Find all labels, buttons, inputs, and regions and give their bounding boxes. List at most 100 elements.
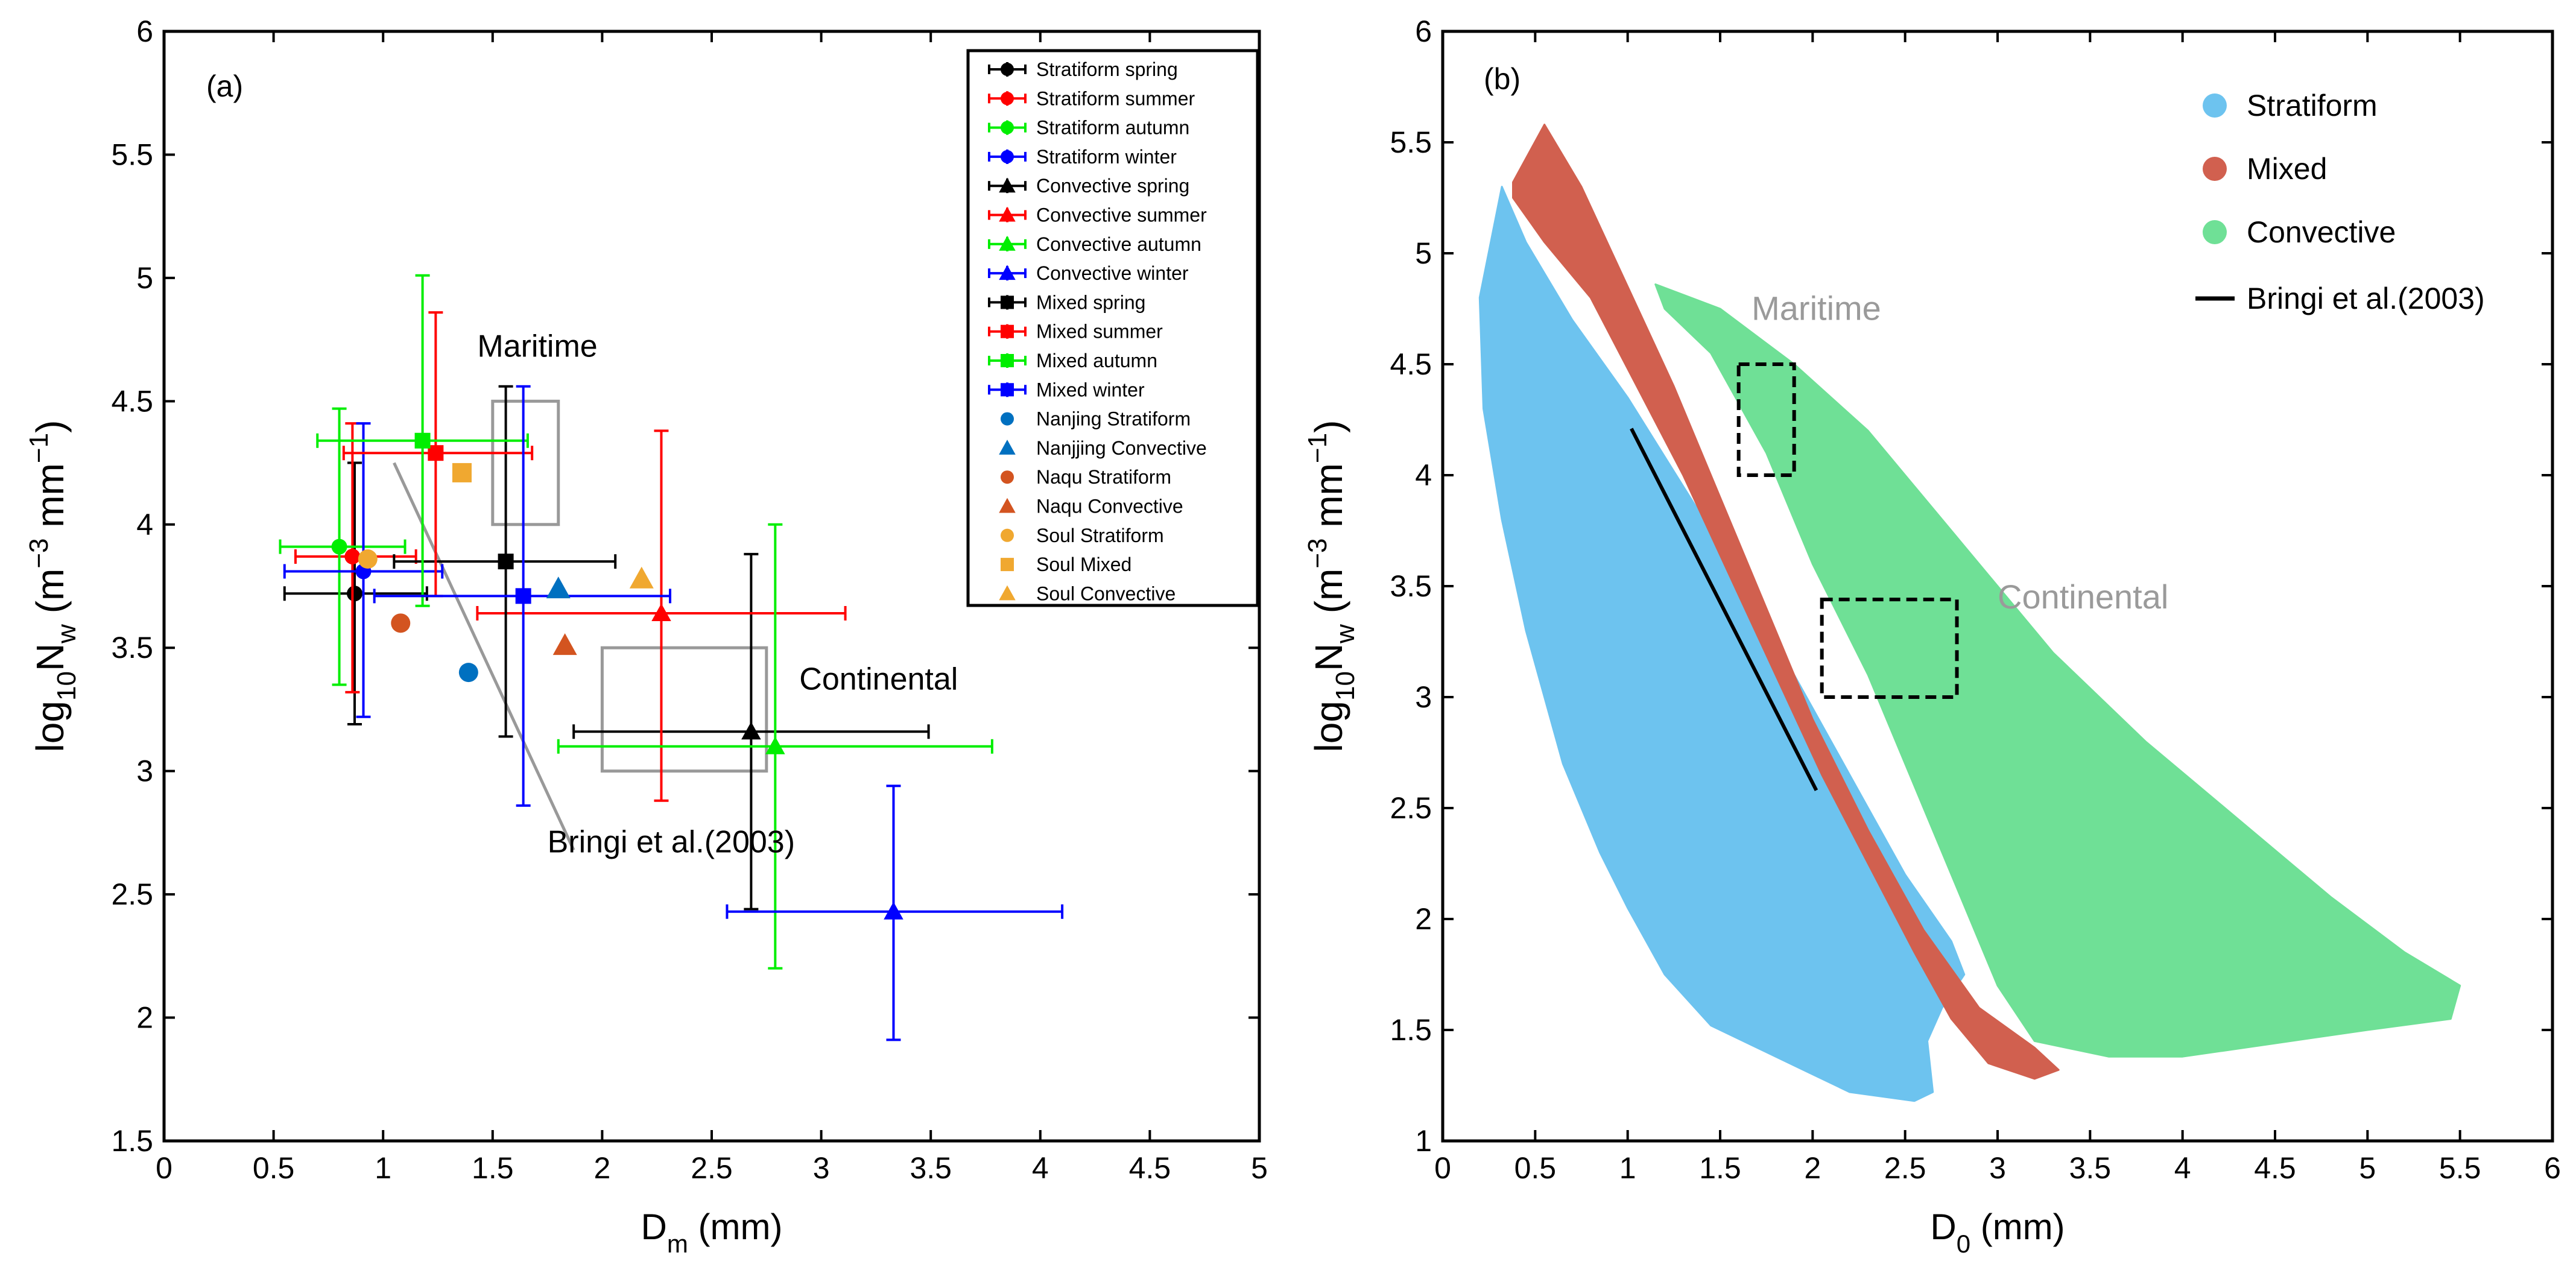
legend-b: Stratiform Mixed Convective Bringi et al… — [2195, 89, 2485, 315]
b-ytick-label: 4.5 — [1390, 347, 1432, 381]
series-convective-autumn — [557, 523, 993, 970]
data-point — [452, 463, 472, 482]
panel-b: Maritime Continental 0 0.5 1 1.5 2 2.5 3 3.5 4 4.5… — [1303, 14, 2561, 1258]
annotation-continental: Continental — [799, 662, 958, 697]
legend-entry: Nanjing Stratiform — [1001, 408, 1191, 430]
a-xtick-label: 3 — [813, 1151, 830, 1185]
legend-box-a — [966, 49, 1259, 607]
legend-label: Stratiform spring — [1036, 58, 1178, 80]
legend-marker — [999, 585, 1016, 601]
legend-marker — [1001, 528, 1014, 542]
annotation-maritime: Maritime — [477, 329, 597, 364]
b-ytick-label: 5 — [1415, 236, 1432, 270]
legend-marker — [1001, 92, 1014, 106]
region-boxes-b — [1736, 362, 1959, 700]
legend-entry: Mixed winter — [988, 379, 1145, 400]
legend-label: Stratiform autumn — [1036, 117, 1189, 139]
legend-marker — [1001, 63, 1014, 76]
legend-marker — [1001, 324, 1014, 338]
panel-a: (a) 0 0.5 1 1.5 2 2.5 3 3.5 4 4.5 5 1.5 2 2.5 3 3.5 4 4.… — [24, 14, 1268, 1258]
b-ytick-label: 1 — [1415, 1124, 1432, 1158]
x-axis-ticks-b: 0 0.5 1 1.5 2 2.5 3 3.5 4 4.5 5 5.5 6 — [1434, 31, 2561, 1185]
legend-entry: Mixed autumn — [988, 350, 1157, 371]
data-point — [346, 586, 362, 602]
legend-marker — [1001, 558, 1014, 572]
annotation-bringi-et-al-2003-: Bringi et al.(2003) — [548, 825, 795, 860]
legend-label: Nanjing Stratiform — [1036, 408, 1191, 430]
series-a — [279, 274, 1064, 1041]
legend-label: Convective autumn — [1036, 233, 1201, 255]
legend-label: Mixed winter — [1036, 379, 1145, 400]
a-ytick-label: 4 — [136, 508, 153, 542]
legend-marker — [1001, 295, 1014, 309]
bringi-line — [393, 462, 575, 851]
a-ytick-label: 3.5 — [111, 631, 153, 665]
legend-label-convective: Convective — [2247, 215, 2396, 249]
data-point — [546, 576, 571, 599]
b-xtick-label: 5 — [2359, 1151, 2376, 1185]
a-xtick-label: 5 — [1251, 1151, 1268, 1185]
legend-entry: Convective summer — [988, 204, 1207, 226]
x-axis-label-b: D0 (mm) — [1930, 1207, 2065, 1258]
legend-entry: Mixed summer — [988, 321, 1163, 343]
series-convective-summer — [476, 429, 847, 802]
legend-label: Convective summer — [1036, 204, 1207, 226]
series-naqu-stratiform — [391, 613, 411, 633]
a-ytick-label: 4.5 — [111, 384, 153, 418]
legend-marker — [999, 265, 1016, 280]
series-stratiform-spring — [283, 461, 428, 725]
legend-label: Naqu Stratiform — [1036, 466, 1171, 488]
legend-entry: Convective spring — [988, 175, 1189, 197]
a-ytick-label: 5.5 — [111, 137, 153, 171]
series-soul-convective — [629, 566, 654, 589]
data-point — [629, 566, 654, 589]
b-xtick-label: 6 — [2544, 1151, 2561, 1185]
data-point — [344, 548, 361, 564]
legend-marker — [1001, 470, 1014, 484]
b-xtick-label: 0.5 — [1514, 1151, 1557, 1185]
b-xtick-label: 0 — [1434, 1151, 1451, 1185]
data-point — [651, 603, 671, 621]
legend-a: Stratiform spring Stratiform summer Strati… — [966, 49, 1259, 607]
legend-marker — [999, 177, 1016, 193]
legend-label: Mixed autumn — [1036, 350, 1157, 371]
legend-entry: Stratiform spring — [988, 58, 1178, 80]
panel-label-a: (a) — [206, 69, 243, 103]
series-convective-winter — [726, 785, 1064, 1041]
b-ytick-label: 1.5 — [1390, 1013, 1432, 1047]
series-naqu-convective — [552, 633, 577, 655]
b-xtick-label: 5.5 — [2439, 1151, 2481, 1185]
legend-entry: Convective autumn — [988, 233, 1201, 255]
data-point — [765, 736, 785, 754]
b-ytick-label: 2.5 — [1390, 791, 1432, 825]
legend-entry: Soul Convective — [999, 583, 1176, 604]
legend-swatch-stratiform — [2203, 93, 2227, 118]
a-xtick-label: 0 — [156, 1151, 172, 1185]
series-soul-mixed — [452, 463, 472, 482]
data-point — [498, 554, 514, 570]
legend-entry: Soul Mixed — [1001, 554, 1131, 575]
data-point — [358, 549, 378, 569]
legend-marker — [1001, 383, 1014, 397]
legend-swatch-convective — [2203, 220, 2227, 244]
data-point — [391, 613, 411, 633]
legend-label: Convective spring — [1036, 175, 1189, 197]
a-xtick-label: 0.5 — [253, 1151, 295, 1185]
a-ytick-label: 3 — [136, 754, 153, 788]
a-xtick-label: 2 — [593, 1151, 610, 1185]
legend-label: Stratiform summer — [1036, 87, 1195, 109]
bringi-line — [1630, 428, 1818, 791]
a-xtick-label: 1 — [375, 1151, 391, 1185]
legend-label-bringi: Bringi et al.(2003) — [2247, 282, 2485, 315]
legend-marker — [1001, 150, 1014, 163]
a-ytick-label: 5 — [136, 261, 153, 295]
y-axis-ticks-a: 1.5 2 2.5 3 3.5 4 4.5 5 5.5 6 — [111, 14, 1259, 1158]
b-ytick-label: 3.5 — [1390, 569, 1432, 603]
y-axis-label-a: log10Nw (m−3 mm−1) — [24, 420, 81, 753]
b-ytick-label: 6 — [1415, 14, 1432, 48]
series-mixed-spring — [393, 385, 617, 738]
legend-entry: Stratiform summer — [988, 87, 1195, 109]
b-xtick-label: 4.5 — [2254, 1151, 2296, 1185]
annotations-b: Maritime Continental — [1752, 289, 2168, 615]
